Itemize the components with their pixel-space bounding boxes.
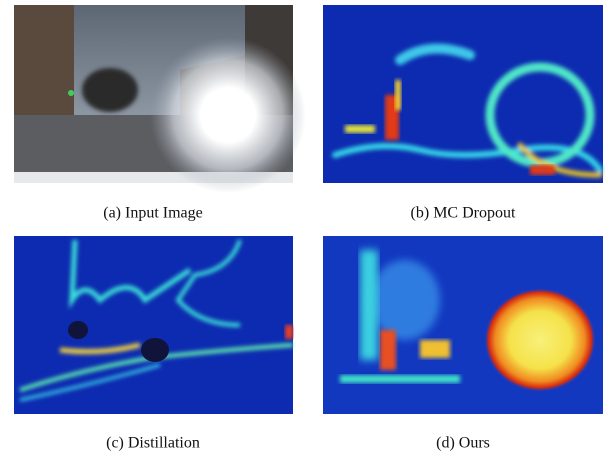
caption: (b) MC Dropout [411,205,516,222]
caption: (d) Ours [436,435,490,452]
input-image [14,5,306,193]
heatmap-ours [323,236,603,414]
caption: (a) Input Image [103,205,203,222]
caption: (c) Distillation [106,435,200,452]
heatmap-distillation [14,236,294,414]
heatmap-mc-dropout [323,5,603,183]
